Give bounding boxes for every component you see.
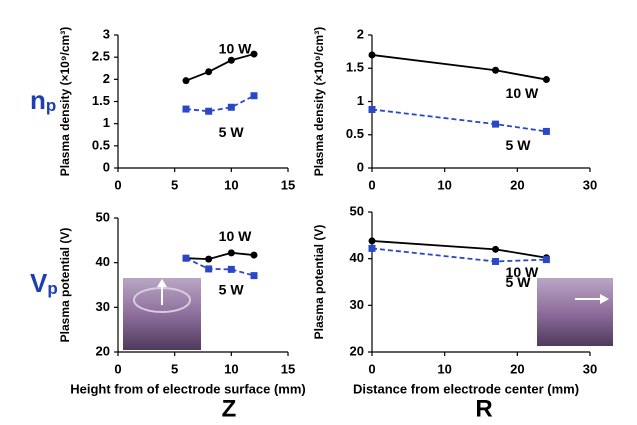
marker <box>205 255 213 263</box>
row-label: Vp <box>30 268 58 299</box>
x-tick-label: 20 <box>510 361 524 376</box>
x-axis-label: Height from of electrode surface (mm) <box>70 381 306 396</box>
marker <box>205 68 213 76</box>
marker <box>227 249 235 257</box>
marker <box>250 92 258 100</box>
inset-photo <box>537 278 613 346</box>
x-tick-label: 15 <box>281 361 295 376</box>
x-tick-label: 10 <box>437 361 451 376</box>
series-line <box>185 94 255 113</box>
x-tick-label: 0 <box>114 177 121 192</box>
series-label: 5 W <box>219 282 245 298</box>
series-line <box>185 251 255 260</box>
marker <box>182 254 190 262</box>
y-axis-label: Plasma potential (V) <box>312 225 326 340</box>
y-tick-label: 1 <box>103 115 110 130</box>
y-tick-label: 20 <box>350 343 364 358</box>
y-tick-label: 40 <box>350 250 364 265</box>
series-line <box>185 53 255 82</box>
marker <box>542 76 550 84</box>
y-tick-label: 0.5 <box>346 126 364 141</box>
y-tick-label: 50 <box>350 203 364 218</box>
marker <box>227 265 235 273</box>
y-tick-label: 30 <box>350 297 364 312</box>
x-tick-label: 30 <box>583 361 597 376</box>
column-label: R <box>475 395 492 422</box>
series-line <box>371 240 547 259</box>
x-tick-label: 0 <box>368 177 375 192</box>
y-tick-label: 0 <box>103 159 110 174</box>
series-label: 10 W <box>219 40 252 56</box>
series-label: 10 W <box>506 85 539 101</box>
marker <box>492 245 500 253</box>
marker <box>250 251 258 259</box>
marker <box>368 244 376 252</box>
row-label: np <box>30 85 56 116</box>
y-axis-label: Plasma potential (V) <box>58 228 72 343</box>
y-tick-label: 0.5 <box>92 137 110 152</box>
marker <box>182 77 190 85</box>
x-axis-label: Distance from electrode center (mm) <box>353 381 579 396</box>
marker <box>227 103 235 111</box>
x-tick-label: 10 <box>437 177 451 192</box>
marker <box>368 51 376 59</box>
x-tick-label: 20 <box>510 177 524 192</box>
series-line <box>371 54 547 81</box>
y-tick-label: 1.5 <box>92 93 110 108</box>
marker <box>368 105 376 113</box>
y-tick-label: 1.5 <box>346 60 364 75</box>
x-tick-label: 5 <box>171 177 178 192</box>
marker <box>182 105 190 113</box>
marker <box>250 272 258 280</box>
series-label: 5 W <box>506 274 532 290</box>
x-tick-label: 0 <box>114 361 121 376</box>
series-label: 5 W <box>219 124 245 140</box>
marker <box>205 265 213 273</box>
x-tick-label: 0 <box>368 361 375 376</box>
y-tick-label: 20 <box>96 343 110 358</box>
inset-photo <box>123 278 201 350</box>
y-axis-label: Plasma density (×10⁹/cm³) <box>58 27 72 176</box>
x-tick-label: 10 <box>224 361 238 376</box>
x-tick-label: 5 <box>171 361 178 376</box>
column-label: Z <box>222 395 237 422</box>
series-label: 10 W <box>506 264 539 280</box>
y-tick-label: 2.5 <box>92 49 110 64</box>
marker <box>368 237 376 245</box>
series-label: 10 W <box>219 228 252 244</box>
y-tick-label: 30 <box>96 299 110 314</box>
y-tick-label: 1 <box>357 93 364 108</box>
marker <box>492 257 500 265</box>
series-line <box>185 257 255 277</box>
y-tick-label: 50 <box>96 209 110 224</box>
marker <box>542 127 550 135</box>
y-tick-label: 3 <box>103 26 110 41</box>
marker <box>542 256 550 264</box>
marker <box>227 56 235 64</box>
marker <box>492 66 500 74</box>
series-line <box>371 108 547 133</box>
y-axis-label: Plasma density (×10⁹/cm³) <box>312 27 326 176</box>
y-tick-label: 2 <box>103 71 110 86</box>
series-line <box>371 247 547 263</box>
series-label: 5 W <box>506 137 532 153</box>
marker <box>205 107 213 115</box>
x-tick-label: 10 <box>224 177 238 192</box>
y-tick-label: 0 <box>357 159 364 174</box>
marker <box>492 120 500 128</box>
x-tick-label: 30 <box>583 177 597 192</box>
x-tick-label: 15 <box>281 177 295 192</box>
marker <box>250 50 258 58</box>
y-tick-label: 2 <box>357 26 364 41</box>
y-tick-label: 40 <box>96 254 110 269</box>
